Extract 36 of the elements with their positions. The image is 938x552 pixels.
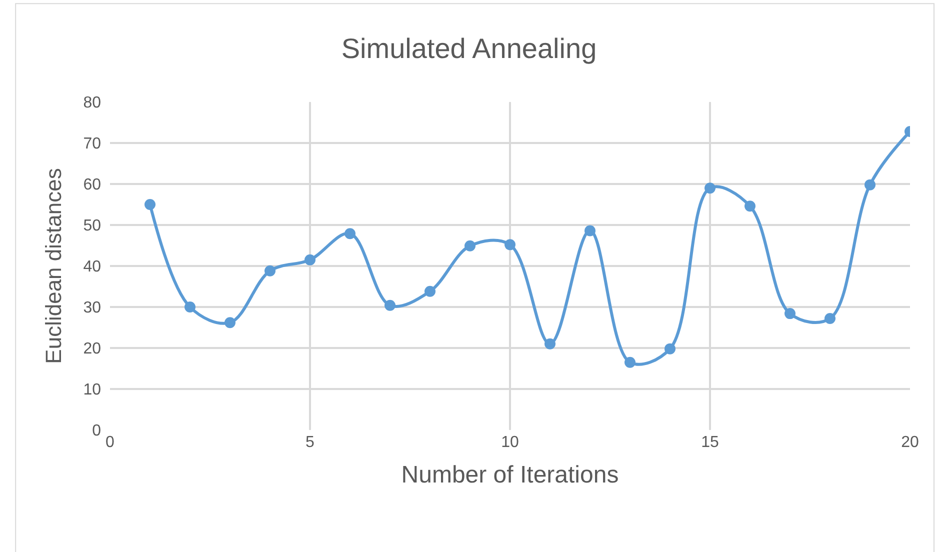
y-axis-title: Euclidean distances bbox=[41, 168, 66, 364]
y-tick-label: 20 bbox=[83, 340, 102, 358]
y-tick-label: 80 bbox=[83, 94, 102, 112]
point bbox=[344, 228, 356, 240]
point bbox=[384, 300, 396, 311]
x-tick-label: 10 bbox=[501, 434, 519, 451]
x-axis-title: Number of Iterations bbox=[401, 461, 619, 488]
point bbox=[184, 302, 196, 312]
y-tick-label: 60 bbox=[83, 176, 102, 194]
point bbox=[664, 343, 676, 354]
point bbox=[224, 317, 236, 328]
point bbox=[824, 312, 836, 324]
point bbox=[864, 179, 876, 190]
point bbox=[704, 182, 716, 194]
y-tick-label: 0 bbox=[92, 422, 102, 440]
point bbox=[504, 239, 516, 250]
y-tick-label: 50 bbox=[83, 218, 102, 235]
point bbox=[464, 240, 476, 252]
point bbox=[744, 200, 756, 212]
y-tick-label: 30 bbox=[83, 300, 102, 317]
y-tick-label: 10 bbox=[83, 382, 102, 399]
point bbox=[144, 199, 156, 210]
point bbox=[304, 254, 316, 266]
point bbox=[424, 286, 436, 297]
point bbox=[544, 338, 556, 350]
x-tick-label: 20 bbox=[901, 434, 919, 451]
x-tick-label: 15 bbox=[701, 434, 719, 451]
x-tick-label: 0 bbox=[106, 434, 115, 451]
x-tick-label: 5 bbox=[306, 434, 315, 451]
chart-title: Simulated Annealing bbox=[341, 33, 597, 64]
point bbox=[584, 225, 596, 236]
point bbox=[264, 265, 276, 276]
point bbox=[784, 308, 796, 320]
y-tick-label: 40 bbox=[83, 258, 102, 276]
y-tick-label: 70 bbox=[83, 136, 102, 153]
point bbox=[624, 356, 636, 368]
